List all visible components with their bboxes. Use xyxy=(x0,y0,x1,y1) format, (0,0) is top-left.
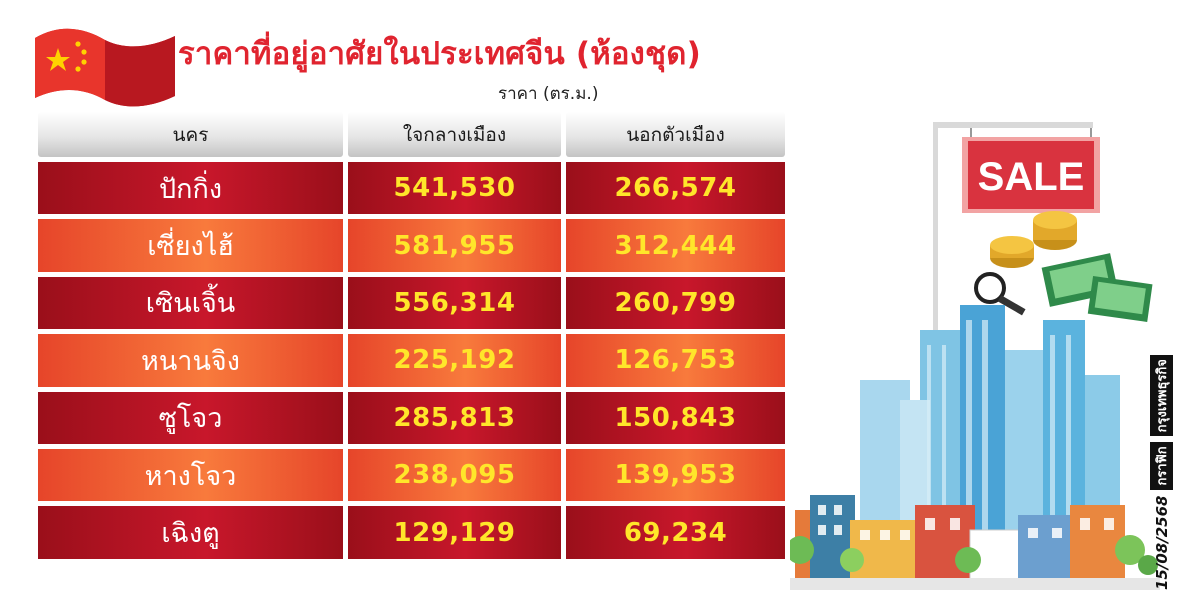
table-row: ซูโจว 285,813 150,843 xyxy=(38,391,785,444)
coins-money-icon xyxy=(990,211,1153,323)
center-price: 541,530 xyxy=(348,162,561,215)
header-city-center: ใจกลางเมือง xyxy=(348,112,561,157)
center-price: 556,314 xyxy=(348,276,561,330)
table-row: หางโจว 238,095 139,953 xyxy=(38,448,785,502)
city-name: เซินเจิ้น xyxy=(38,276,343,330)
outer-price: 139,953 xyxy=(566,448,785,502)
city-name: หางโจว xyxy=(38,448,343,502)
city-sale-illustration: SALE xyxy=(790,122,1160,590)
center-price: 129,129 xyxy=(348,506,561,559)
outer-price: 266,574 xyxy=(566,162,785,215)
city-name: ปักกิ่ง xyxy=(38,162,343,215)
city-name: เซี่ยงไฮ้ xyxy=(38,219,343,272)
price-table: นคร ใจกลางเมือง นอกตัวเมือง ปักกิ่ง 541,… xyxy=(38,112,785,564)
center-price: 285,813 xyxy=(348,391,561,444)
city-name: เฉิงตู xyxy=(38,506,343,559)
table-row: เฉิงตู 129,129 69,234 xyxy=(38,506,785,559)
header-city: นคร xyxy=(38,112,343,157)
center-price: 225,192 xyxy=(348,334,561,387)
city-name: ซูโจว xyxy=(38,391,343,444)
china-flag-icon xyxy=(35,28,175,107)
unit-label: ราคา (ตร.ม.) xyxy=(498,84,599,104)
outer-price: 312,444 xyxy=(566,219,785,272)
outer-price: 69,234 xyxy=(566,506,785,559)
credit-line: 15/08/2568 กราฟิก กรุงเทพธุรกิจ xyxy=(1150,355,1173,590)
magnifier-icon xyxy=(974,272,1026,316)
page-title: ราคาที่อยู่อาศัยในประเทศจีน (ห้องชุด) xyxy=(178,36,701,72)
header-outer-city: นอกตัวเมือง xyxy=(566,112,785,157)
table-row: ปักกิ่ง 541,530 266,574 xyxy=(38,162,785,215)
sale-sign-text: SALE xyxy=(978,155,1085,199)
outer-price: 150,843 xyxy=(566,391,785,444)
table-row: เซี่ยงไฮ้ 581,955 312,444 xyxy=(38,219,785,272)
outer-price: 126,753 xyxy=(566,334,785,387)
table-header: นคร ใจกลางเมือง นอกตัวเมือง xyxy=(38,112,785,157)
table-row: หนานจิง 225,192 126,753 xyxy=(38,334,785,387)
center-price: 581,955 xyxy=(348,219,561,272)
center-price: 238,095 xyxy=(348,448,561,502)
credit-date: 15/08/2568 xyxy=(1152,495,1171,590)
city-name: หนานจิง xyxy=(38,334,343,387)
credit-brand: กรุงเทพธุรกิจ xyxy=(1150,355,1173,437)
credit-label: กราฟิก xyxy=(1150,442,1173,490)
outer-price: 260,799 xyxy=(566,276,785,330)
table-row: เซินเจิ้น 556,314 260,799 xyxy=(38,276,785,330)
